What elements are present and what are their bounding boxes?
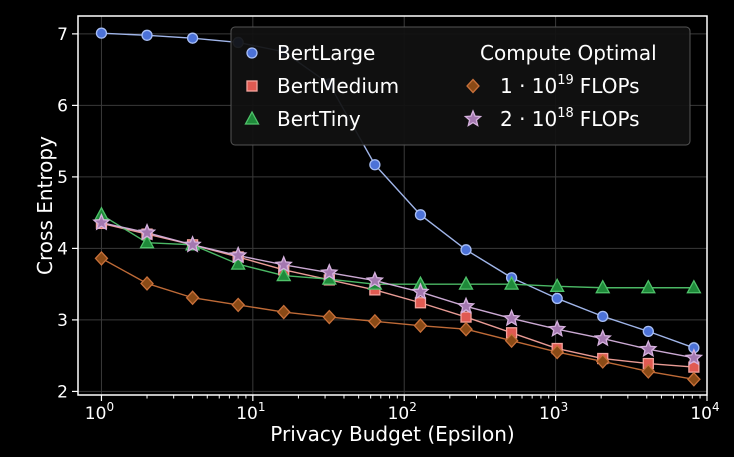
compute-1-line <box>101 221 695 359</box>
series-0-point <box>186 32 199 44</box>
series-0-point <box>141 29 153 41</box>
y-tick-label: 7 <box>57 25 68 45</box>
series-0-line <box>101 32 695 349</box>
series-2-line <box>101 214 694 289</box>
series-1-point <box>460 311 472 323</box>
compute-0-point <box>504 333 519 349</box>
x-axis-label: Privacy Budget (Epsilon) <box>270 422 514 446</box>
legend-marker <box>244 110 260 125</box>
compute-0-point <box>140 275 154 291</box>
compute-0-point <box>94 250 109 266</box>
series-2-point <box>504 275 520 290</box>
compute-1-point <box>502 308 521 327</box>
plot-frame <box>77 15 708 396</box>
series-0-point <box>460 244 472 256</box>
series-2-point <box>595 279 611 294</box>
series-2-point <box>276 267 292 282</box>
legend-label: 2 · 1018 FLOPs <box>500 106 640 131</box>
legend-compute-title: Compute Optimal <box>480 41 657 65</box>
series-lines <box>101 32 695 380</box>
x-tick-label: 100 <box>85 400 114 424</box>
compute-0-point <box>459 321 473 337</box>
compute-1-point <box>365 270 385 289</box>
compute-1-point <box>274 255 293 273</box>
legend-label: BertTiny <box>277 107 361 131</box>
compute-0-point <box>231 297 246 313</box>
legend-label: BertMedium <box>277 74 399 98</box>
y-tick-label: 6 <box>57 96 68 116</box>
legend-marker <box>463 109 483 127</box>
series-0-point <box>597 310 609 322</box>
compute-0-point <box>550 344 565 360</box>
compute-1-point <box>228 245 248 264</box>
series-0-point <box>642 325 654 338</box>
compute-1-point <box>92 212 111 231</box>
x-tick-label: 101 <box>236 400 265 424</box>
compute-0-point <box>276 304 291 320</box>
compute-0-line <box>101 257 695 380</box>
y-axis-label: Cross Entropy <box>33 136 57 275</box>
series-1-point <box>414 297 427 309</box>
compute-0-point <box>322 309 337 325</box>
series-0-point <box>551 292 563 305</box>
y-tick-label: 2 <box>57 382 68 402</box>
compute-0-point <box>367 313 382 329</box>
compute-1-point <box>456 296 476 315</box>
compute-1-point <box>411 282 430 300</box>
x-tick-label: 104 <box>690 400 719 424</box>
series-2-point <box>139 234 155 249</box>
compute-0-point <box>413 318 428 334</box>
x-tick-label: 102 <box>388 400 417 424</box>
y-tick-label: 5 <box>57 168 68 188</box>
series-2-point <box>640 279 656 294</box>
compute-0-point <box>687 371 701 387</box>
series-0-point <box>95 27 108 39</box>
x-tick-label: 103 <box>539 400 568 424</box>
y-axis-ticks: 2 3 4 5 6 7 <box>57 25 78 402</box>
compute-1-point <box>684 348 704 366</box>
compute-1-point <box>137 222 157 241</box>
compute-1-point <box>183 235 202 253</box>
compute-1-point <box>593 328 612 347</box>
legend-label: BertLarge <box>277 41 375 65</box>
legend-marker <box>466 78 480 94</box>
compute-0-point <box>595 353 610 369</box>
compute-0-point <box>185 290 200 306</box>
series-0-point <box>414 209 427 221</box>
series-2-point <box>549 277 565 292</box>
compute-1-point <box>320 263 339 281</box>
series-2-point <box>230 255 246 270</box>
legend-box <box>230 26 691 146</box>
legend-marker <box>246 47 258 59</box>
compute-0-point <box>641 363 656 379</box>
series-0-point <box>369 159 381 171</box>
compute-1-point <box>547 319 567 338</box>
legend-marker <box>246 80 258 92</box>
y-tick-label: 4 <box>57 239 68 259</box>
legend: BertLarge BertMedium BertTiny Compute Optim… <box>230 26 691 146</box>
legend-label: 1 · 1019 FLOPs <box>500 73 640 98</box>
series-2-point <box>458 275 474 290</box>
series-markers <box>92 27 704 387</box>
series-2-point <box>686 279 702 294</box>
x-axis-ticks: 100 101 102 103 104 <box>85 395 720 424</box>
y-tick-label: 3 <box>57 311 68 331</box>
compute-1-point <box>639 339 658 358</box>
